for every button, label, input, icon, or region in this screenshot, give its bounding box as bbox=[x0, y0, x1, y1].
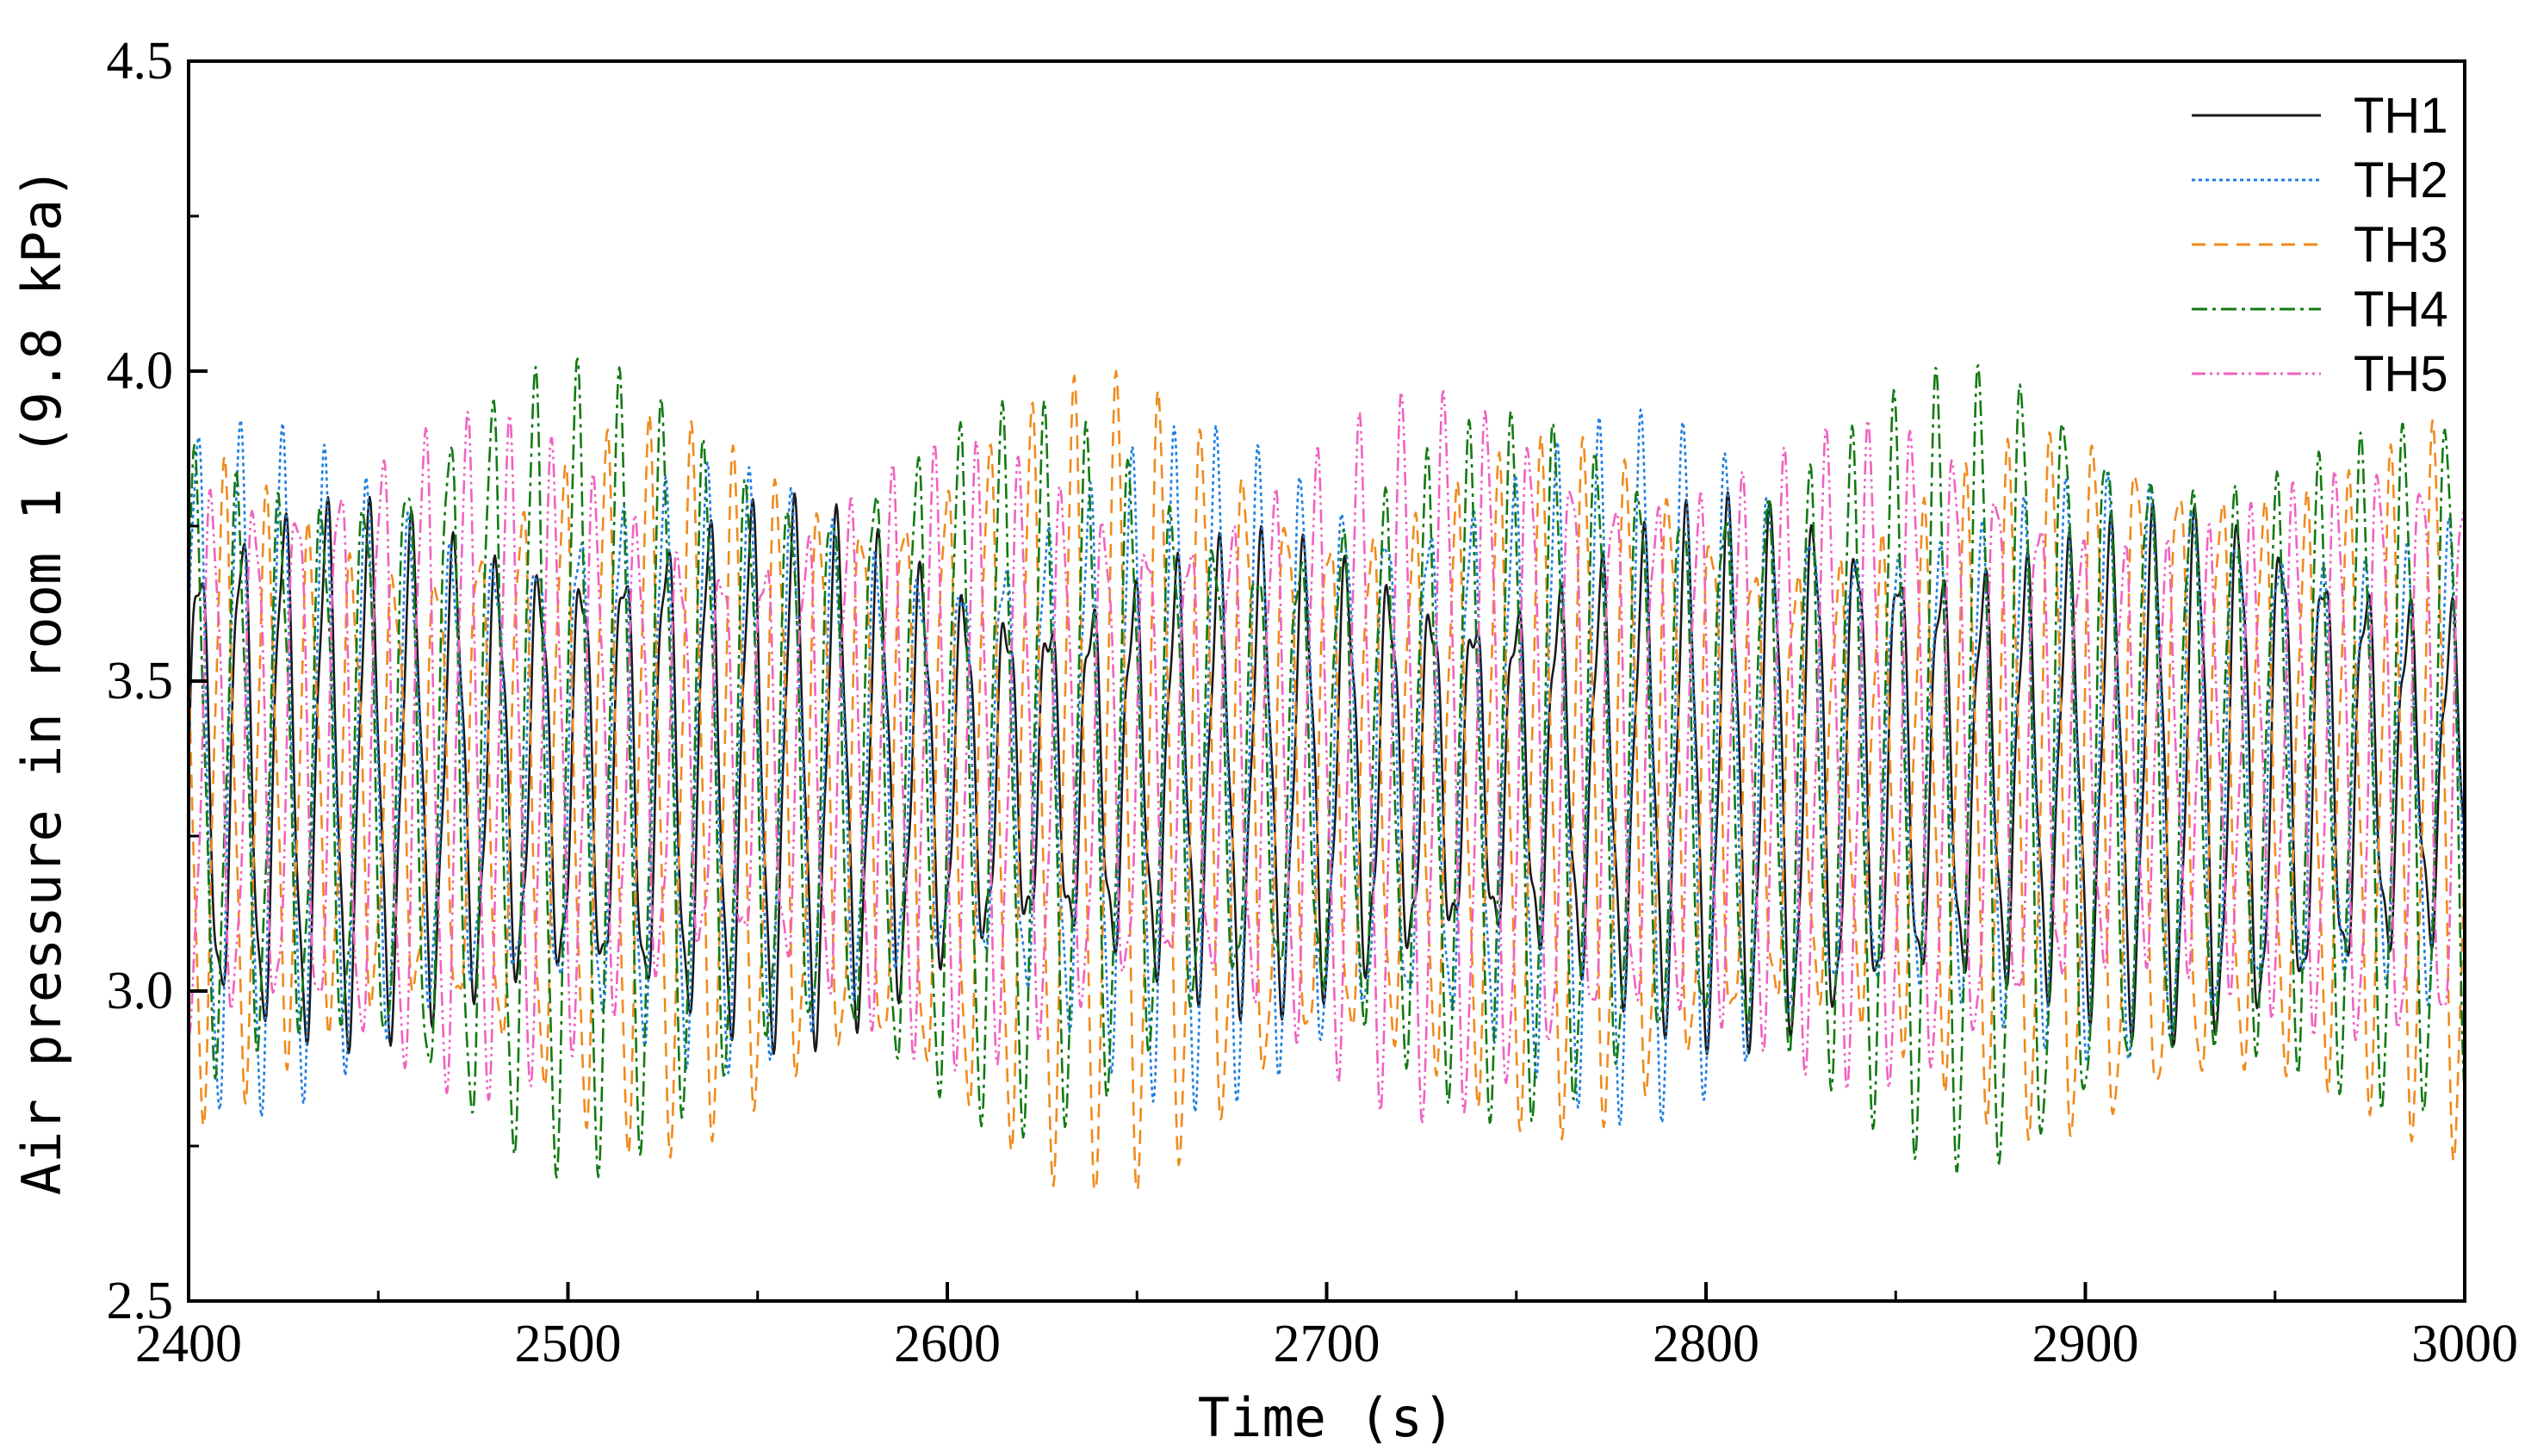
y-tick-label: 3.0 bbox=[107, 962, 174, 1020]
legend-label-th2: TH2 bbox=[2354, 152, 2448, 208]
series-line-th2 bbox=[187, 408, 2466, 1126]
x-tick-label: 2600 bbox=[894, 1315, 1001, 1373]
x-tick-label: 2800 bbox=[1653, 1315, 1759, 1373]
series-line-th5 bbox=[188, 389, 2466, 1124]
plot-frame bbox=[187, 59, 2466, 1303]
x-tick-label: 2400 bbox=[135, 1315, 242, 1373]
x-tick-label: 2700 bbox=[1274, 1315, 1380, 1373]
legend-label-th5: TH5 bbox=[2354, 346, 2448, 402]
y-tick-label: 3.5 bbox=[107, 652, 174, 710]
legend-label-th4: TH4 bbox=[2354, 282, 2448, 338]
series-line-th1 bbox=[187, 491, 2466, 1056]
ticks-layer: 2400 2500 2600 2700 2800 2900 3000 2.5 3.0 3.5 4.0… bbox=[107, 32, 2519, 1373]
legend: TH1 TH2 TH3 TH4 TH5 bbox=[2192, 88, 2448, 402]
legend-label-th1: TH1 bbox=[2354, 88, 2448, 144]
x-tick-label: 3000 bbox=[2411, 1315, 2518, 1373]
y-tick-label: 4.5 bbox=[107, 32, 174, 90]
series-line-th3 bbox=[187, 369, 2466, 1191]
y-tick-label: 4.0 bbox=[107, 342, 174, 400]
y-axis-title: Air pressure in room 1 (9.8 kPa) bbox=[10, 167, 73, 1195]
y-tick-label: 2.5 bbox=[107, 1272, 174, 1330]
x-tick-label: 2500 bbox=[515, 1315, 622, 1373]
x-tick-label: 2900 bbox=[2032, 1315, 2139, 1373]
legend-label-th3: TH3 bbox=[2354, 217, 2448, 273]
series-layer bbox=[187, 357, 2466, 1191]
series-line-th4 bbox=[187, 357, 2466, 1179]
x-axis-title: Time (s) bbox=[1198, 1386, 1455, 1449]
